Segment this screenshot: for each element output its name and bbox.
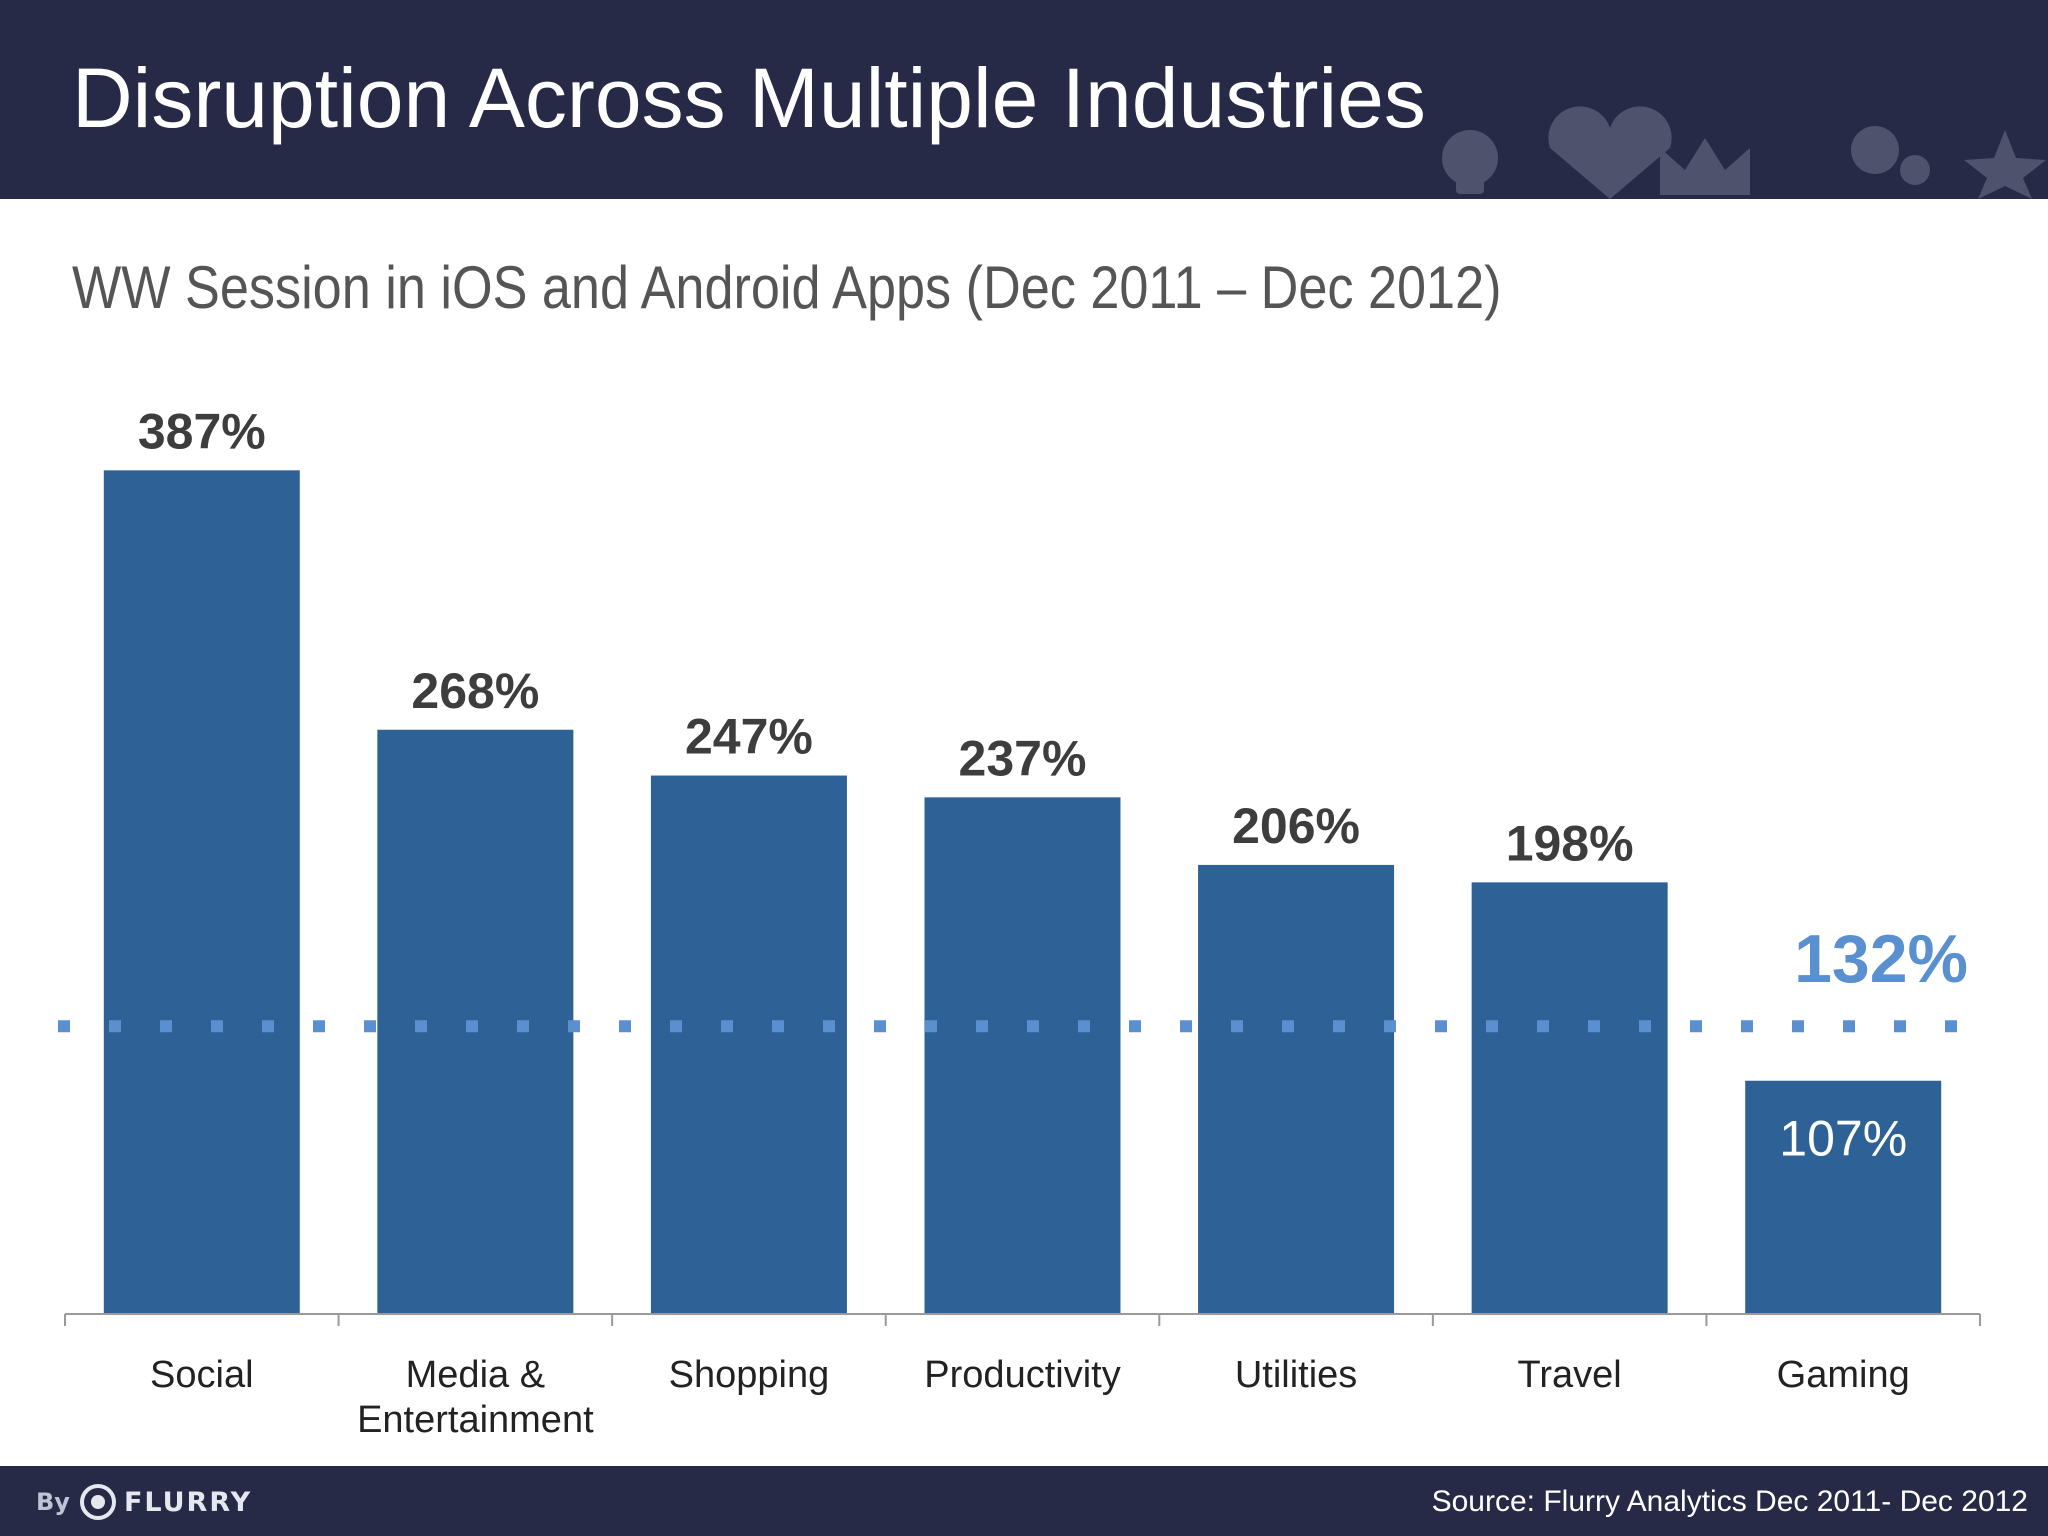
bar-5 (1471, 882, 1668, 1314)
data-label-6: 107% (1779, 1111, 1907, 1167)
category-label-5: Travel (1518, 1354, 1622, 1396)
data-label-1: 268% (411, 663, 539, 719)
chart-subtitle: WW Session in iOS and Android Apps (Dec … (72, 254, 1502, 321)
bar-2 (650, 775, 847, 1314)
reference-label: 132% (1794, 921, 1968, 997)
category-label-2: Shopping (669, 1354, 830, 1396)
source-note: Source: Flurry Analytics Dec 2011- Dec 2… (1431, 1485, 2028, 1518)
bar-0 (103, 470, 300, 1315)
logo-name-text: FLURRY (123, 1486, 253, 1518)
slide-header: Disruption Across Multiple Industries (0, 0, 2048, 199)
category-label-6: Gaming (1777, 1354, 1910, 1396)
data-label-4: 206% (1232, 798, 1360, 854)
header-decoration (1442, 106, 2046, 199)
category-label-3: Productivity (924, 1354, 1120, 1396)
bar-chart: 387% 268% 247% 237% 206% 198% 107% 132% Social Me… (58, 403, 1981, 1441)
logo-by-text: By (36, 1488, 70, 1516)
star-icon (1964, 130, 2046, 199)
category-label-0: Social (150, 1354, 254, 1396)
category-label-4: Utilities (1235, 1354, 1357, 1396)
skull-icon (1442, 130, 1498, 194)
category-label-1: Media & Entertainment (357, 1354, 594, 1441)
heart-icon (1548, 106, 1672, 199)
data-label-2: 247% (685, 709, 813, 765)
data-label-3: 237% (959, 730, 1087, 786)
crown-icon (1660, 138, 1750, 195)
flurry-logo: By FLURRY (36, 1482, 252, 1522)
flurry-logo-icon (79, 1484, 116, 1520)
gears-icon (1851, 126, 1930, 185)
data-label-5: 198% (1506, 815, 1634, 871)
slide-title: Disruption Across Multiple Industries (72, 51, 1426, 145)
bar-4 (1198, 864, 1395, 1314)
bar-3 (924, 797, 1121, 1314)
slide-footer: By FLURRY Source: Flurry Analytics Dec 2… (0, 1466, 2048, 1536)
bar-6 (1745, 1080, 1942, 1314)
data-label-0: 387% (138, 403, 266, 459)
